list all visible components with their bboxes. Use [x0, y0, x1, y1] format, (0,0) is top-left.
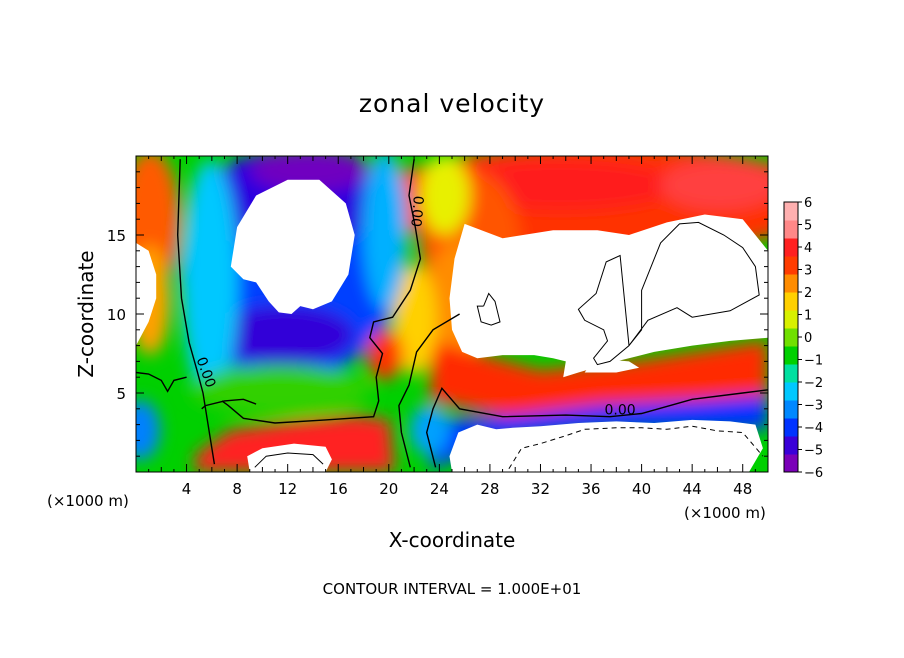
field-blob: [420, 156, 470, 235]
colorbar-segment: [784, 274, 798, 293]
colorbar-segment: [784, 436, 798, 455]
colorbar-segment: [784, 310, 798, 329]
y-tick-label: 15: [107, 227, 126, 245]
velocity-field: [136, 156, 768, 472]
field-blob: [367, 330, 403, 380]
colorbar-segment: [784, 292, 798, 311]
x-tick-label: 32: [531, 480, 550, 498]
colorbar-tick-label: 6: [804, 196, 812, 211]
zero-contour: [221, 159, 422, 424]
x-tick-label: 28: [480, 480, 499, 498]
x-tick-label: 48: [733, 480, 752, 498]
y-axis-label: Z-coordinate: [74, 250, 98, 377]
out-of-range-region: [449, 419, 763, 472]
colorbar-segment: [784, 328, 798, 347]
contour-interval-footer: CONTOUR INTERVAL = 1.000E+01: [323, 580, 582, 598]
y-axis: 5 10 15: [107, 171, 768, 457]
field-blob: [363, 156, 407, 310]
colorbar-tick-label: 5: [804, 219, 812, 234]
field-blob: [190, 365, 370, 415]
field-blob: [410, 405, 450, 455]
negative-contour: [508, 425, 764, 470]
field-blob: [215, 305, 355, 365]
colorbar-segment: [784, 400, 798, 419]
field-blob: [250, 156, 370, 192]
colorbar-segment: [784, 238, 798, 257]
colorbar: 6 5 4 3 2 1 0 −1 −2 −3 −4 −5 −6: [783, 196, 823, 481]
colorbar-segment: [784, 256, 798, 275]
positive-contour: [577, 221, 760, 366]
contour-lines: [136, 159, 768, 470]
field-blob: [430, 395, 768, 470]
colorbar-segment: [784, 418, 798, 437]
contour-label: 0.00: [407, 195, 426, 227]
colorbar-segment: [784, 220, 798, 239]
colorbar-tick-label: −5: [804, 444, 823, 459]
x-axis: 4 8 12 16 20 24 28 32 36 40 44 48: [148, 156, 756, 498]
out-of-range-region: [230, 179, 355, 314]
out-of-range-region: [584, 359, 640, 373]
colorbar-segment: [784, 202, 798, 221]
colorbar-tick-label: −1: [804, 354, 823, 369]
x-tick-label: 8: [232, 480, 242, 498]
colorbar-segment: [784, 346, 798, 365]
colorbar-tick-label: 0: [804, 331, 812, 346]
x-tick-label: 36: [581, 480, 600, 498]
x-tick-label: 16: [329, 480, 348, 498]
colorbar-segment: [784, 454, 798, 473]
field-blob: [430, 340, 768, 420]
y-tick-label: 10: [107, 306, 126, 324]
colorbar-segment: [784, 382, 798, 401]
x-tick-label: 12: [278, 480, 297, 498]
colorbar-segment: [784, 364, 798, 383]
out-of-range-region: [247, 443, 332, 472]
x-unit-label-right: (×1000 m): [684, 504, 766, 522]
field-blob: [660, 160, 768, 210]
out-of-range-region: [136, 242, 157, 346]
chart-title: zonal velocity: [359, 89, 545, 118]
positive-contour: [476, 292, 501, 326]
out-of-range-region: [449, 214, 768, 378]
x-tick-label: 40: [632, 480, 651, 498]
colorbar-tick-label: −2: [804, 376, 823, 391]
colorbar-tick-label: 3: [804, 264, 812, 279]
colorbar-tick-label: −3: [804, 399, 823, 414]
x-tick-label: 24: [430, 480, 449, 498]
x-axis-label: X-coordinate: [389, 528, 516, 552]
x-tick-label: 20: [379, 480, 398, 498]
field-blob: [136, 400, 160, 460]
colorbar-tick-label: 4: [804, 241, 812, 256]
colorbar-tick-label: 1: [804, 309, 812, 324]
zero-contour: [201, 398, 257, 410]
x-tick-label: 44: [683, 480, 702, 498]
colorbar-tick-label: 2: [804, 286, 812, 301]
colorbar-tick-label: −6: [804, 466, 823, 481]
field-blob: [195, 415, 395, 472]
zero-contour: [176, 159, 216, 465]
positive-contour: [254, 452, 324, 468]
zero-contour: [398, 313, 460, 468]
field-blob: [182, 160, 238, 400]
out-of-range-regions: [136, 179, 768, 472]
contour-label: 0.00: [605, 402, 636, 418]
x-unit-label-left: (×1000 m): [47, 492, 129, 510]
y-tick-label: 5: [116, 385, 126, 403]
zero-contour: [425, 386, 768, 468]
colorbar-tick-label: −4: [804, 421, 823, 436]
zero-contour: [136, 371, 187, 393]
field-blob: [393, 265, 437, 375]
x-tick-label: 4: [182, 480, 192, 498]
